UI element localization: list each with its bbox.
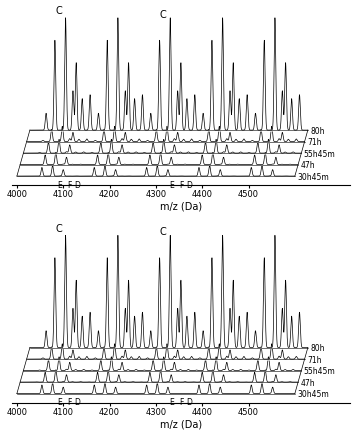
Text: E: E xyxy=(170,181,174,190)
Text: C: C xyxy=(160,227,167,237)
Text: D: D xyxy=(186,398,192,407)
Text: E: E xyxy=(58,398,62,407)
Text: F: F xyxy=(179,398,184,407)
Text: 55h45m: 55h45m xyxy=(304,149,335,158)
Text: 47h: 47h xyxy=(300,378,315,387)
Text: 80h: 80h xyxy=(310,126,325,135)
Text: 71h: 71h xyxy=(307,355,321,364)
Text: D: D xyxy=(74,181,80,190)
Text: E: E xyxy=(58,181,62,190)
Text: F: F xyxy=(67,181,72,190)
Text: E: E xyxy=(170,398,174,407)
Text: F: F xyxy=(67,398,72,407)
X-axis label: m/z (Da): m/z (Da) xyxy=(160,201,203,211)
Text: 55h45m: 55h45m xyxy=(304,366,335,375)
Text: 30h45m: 30h45m xyxy=(297,172,329,181)
Text: 80h: 80h xyxy=(310,343,325,352)
Text: C: C xyxy=(55,6,62,16)
X-axis label: m/z (Da): m/z (Da) xyxy=(160,418,203,428)
Text: C: C xyxy=(55,223,62,233)
Text: 47h: 47h xyxy=(300,161,315,170)
Text: 71h: 71h xyxy=(307,138,321,147)
Text: D: D xyxy=(186,181,192,190)
Text: C: C xyxy=(160,10,167,20)
Text: F: F xyxy=(179,181,184,190)
Text: D: D xyxy=(74,398,80,407)
Text: 30h45m: 30h45m xyxy=(297,389,329,398)
